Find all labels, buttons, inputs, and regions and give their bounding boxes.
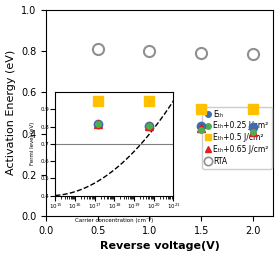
X-axis label: Reverse voltage(V): Reverse voltage(V) <box>100 241 220 251</box>
Y-axis label: Activation Energy (eV): Activation Energy (eV) <box>6 50 16 176</box>
Legend: Eₜₕ, Eₜₕ+0.25 J/cm², Eₜₕ+0.5 J/cm², Eₜₕ+0.65 J/cm², RTA: Eₜₕ, Eₜₕ+0.25 J/cm², Eₜₕ+0.5 J/cm², Eₜₕ+… <box>202 107 272 169</box>
